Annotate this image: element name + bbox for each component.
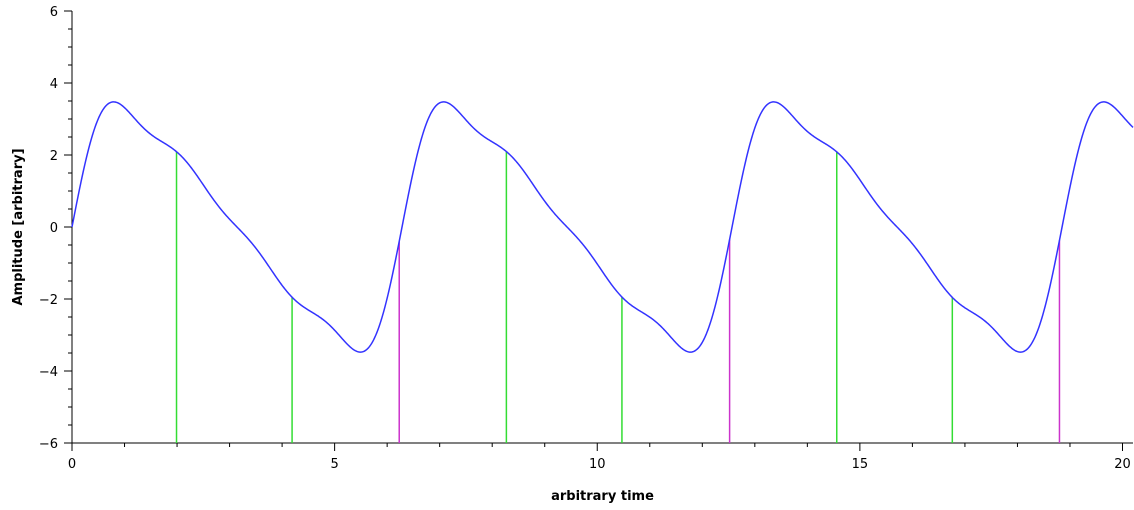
axes [71,11,1133,444]
markers [175,151,1061,443]
y-tick-label: 6 [50,5,58,20]
y-tick-label: −2 [39,293,58,308]
x-tick-label: 0 [68,457,76,472]
y-tick-label: 4 [50,77,58,92]
x-tick-label: 10 [589,457,606,472]
y-tick-label: −4 [39,365,58,380]
y-tick-label: 2 [50,149,58,164]
x-tick-label: 5 [330,457,338,472]
ticks: 0 5 10 15 20 −6 −4 −2 0 2 4 6 [39,5,1131,472]
y-tick-label: −6 [39,437,58,452]
x-tick-label: 15 [852,457,869,472]
x-axis-title: arbitrary time [551,489,654,504]
waveform-line [71,101,1134,353]
x-tick-label: 20 [1114,457,1131,472]
y-axis-title: Amplitude [arbitrary] [11,148,26,305]
y-tick-label: 0 [50,221,58,236]
